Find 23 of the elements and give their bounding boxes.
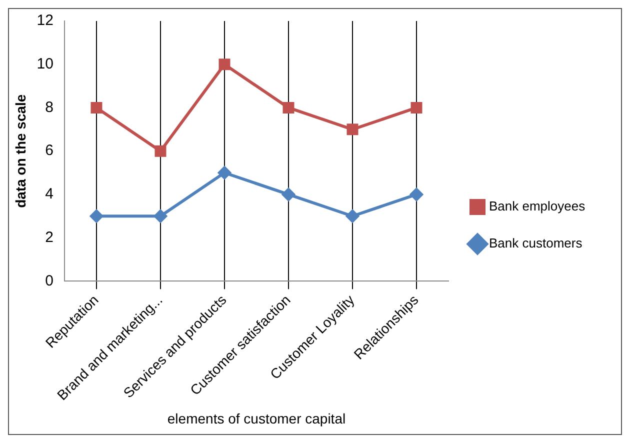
point xyxy=(90,102,102,114)
y-tick-label: 0 xyxy=(45,272,54,290)
y-tick-label: 12 xyxy=(36,12,54,30)
point xyxy=(218,166,231,180)
legend-label: Bank employees xyxy=(489,198,586,214)
point xyxy=(154,210,167,223)
y-axis-title: data on the scale xyxy=(12,94,28,208)
point xyxy=(346,124,358,136)
x-axis-title: elements of customer capital xyxy=(167,410,346,426)
point xyxy=(90,210,103,223)
point xyxy=(218,58,230,70)
legend-label: Bank customers xyxy=(489,236,583,251)
point xyxy=(346,210,359,223)
point xyxy=(282,102,294,114)
y-tick-label: 6 xyxy=(45,142,54,160)
point xyxy=(154,145,166,157)
point xyxy=(410,102,422,114)
point xyxy=(410,188,423,201)
y-tick-label: 8 xyxy=(45,98,54,116)
y-tick-label: 4 xyxy=(45,186,54,203)
point xyxy=(282,188,295,201)
y-tick-label: 2 xyxy=(45,228,54,246)
y-tick-label: 10 xyxy=(36,56,54,72)
